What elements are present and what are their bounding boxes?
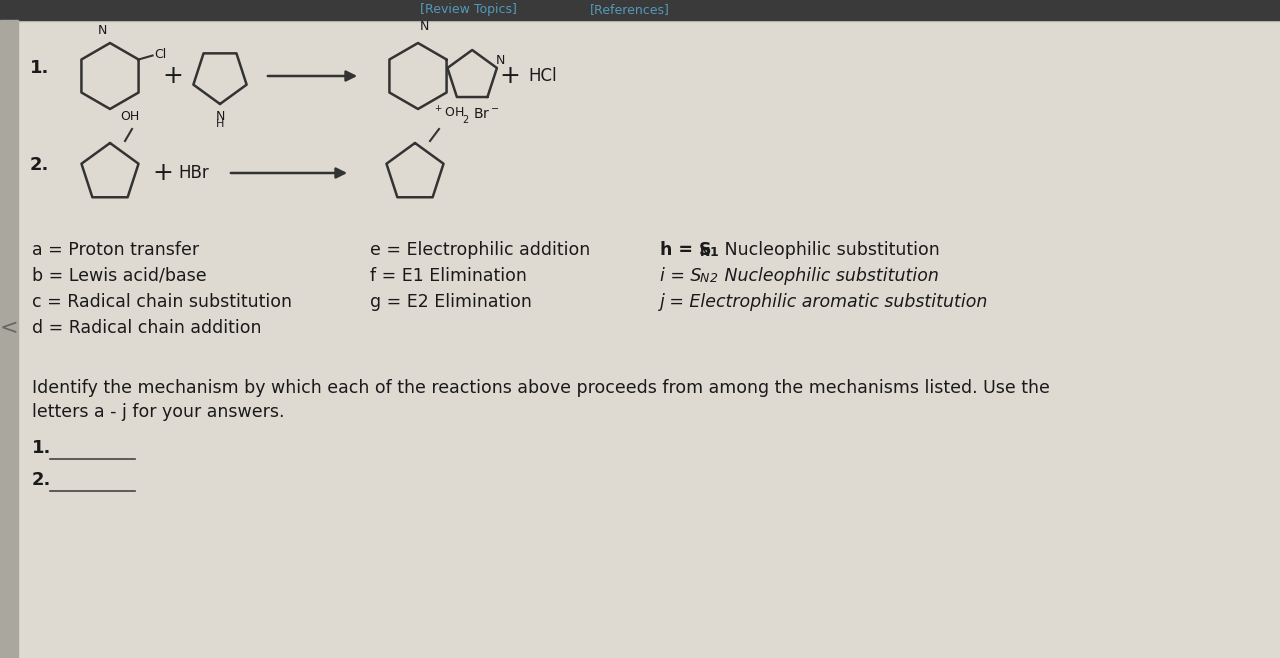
Text: HBr: HBr [178, 164, 209, 182]
Text: +: + [163, 64, 183, 88]
Text: d = Radical chain addition: d = Radical chain addition [32, 319, 261, 337]
Bar [0, 20, 18, 658]
Text: j = Electrophilic aromatic substitution: j = Electrophilic aromatic substitution [660, 293, 988, 311]
Bar [0, 0, 1280, 20]
Text: g = E2 Elimination: g = E2 Elimination [370, 293, 532, 311]
Text: N: N [215, 110, 225, 123]
Text: H: H [216, 119, 224, 129]
Text: 2.: 2. [32, 471, 51, 489]
Text: f = E1 Elimination: f = E1 Elimination [370, 267, 527, 285]
Text: Identify the mechanism by which each of the reactions above proceeds from among : Identify the mechanism by which each of … [32, 379, 1050, 397]
Text: N: N [420, 20, 429, 33]
Text: N: N [495, 55, 504, 68]
Text: a = Proton transfer: a = Proton transfer [32, 241, 200, 259]
Text: Cl: Cl [155, 48, 166, 61]
Text: 2: 2 [462, 115, 468, 125]
Text: 1.: 1. [32, 439, 51, 457]
Text: c = Radical chain substitution: c = Radical chain substitution [32, 293, 292, 311]
Text: letters a - j for your answers.: letters a - j for your answers. [32, 403, 284, 421]
Text: Br$^-$: Br$^-$ [474, 107, 499, 121]
Text: 1: 1 [710, 247, 719, 259]
Text: [Review Topics]: [Review Topics] [420, 3, 517, 16]
Text: 2: 2 [710, 272, 718, 286]
Text: i = S: i = S [660, 267, 701, 285]
Text: HCl: HCl [529, 67, 557, 85]
Text: N: N [700, 272, 709, 286]
Text: <: < [0, 318, 18, 338]
Text: Nucleophilic substitution: Nucleophilic substitution [719, 241, 940, 259]
Text: OH: OH [120, 110, 140, 123]
Text: $^+$OH: $^+$OH [433, 106, 465, 121]
Text: +: + [152, 161, 173, 185]
Text: N: N [97, 24, 106, 37]
Text: 2.: 2. [29, 156, 50, 174]
Text: b = Lewis acid/base: b = Lewis acid/base [32, 267, 206, 285]
Text: h = S: h = S [660, 241, 712, 259]
Text: N: N [700, 247, 710, 259]
Text: [References]: [References] [590, 3, 669, 16]
Text: 1.: 1. [29, 59, 50, 77]
Text: Nucleophilic substitution: Nucleophilic substitution [719, 267, 938, 285]
Text: +: + [499, 64, 521, 88]
Text: e = Electrophilic addition: e = Electrophilic addition [370, 241, 590, 259]
